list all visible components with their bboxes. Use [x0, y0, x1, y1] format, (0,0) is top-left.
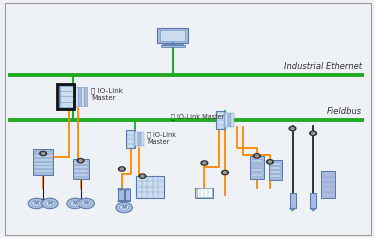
Bar: [59, 85, 75, 108]
Text: Ⓢ IO-Link
Master: Ⓢ IO-Link Master: [147, 131, 176, 145]
Bar: [34, 167, 53, 169]
Circle shape: [78, 198, 94, 209]
Ellipse shape: [124, 188, 130, 190]
Ellipse shape: [124, 200, 130, 202]
Bar: [270, 175, 281, 177]
Bar: [34, 170, 53, 172]
Circle shape: [291, 128, 294, 129]
Bar: [269, 160, 282, 180]
Bar: [195, 188, 213, 198]
Circle shape: [70, 201, 80, 206]
Bar: [217, 112, 224, 129]
Bar: [60, 86, 74, 107]
Bar: [135, 132, 138, 146]
Polygon shape: [290, 208, 296, 211]
Bar: [33, 149, 53, 175]
Bar: [157, 28, 188, 43]
Bar: [127, 131, 134, 148]
Bar: [310, 193, 316, 208]
Bar: [126, 130, 135, 148]
Bar: [138, 132, 141, 146]
Bar: [74, 162, 88, 164]
Circle shape: [42, 153, 45, 154]
Bar: [321, 171, 335, 198]
Text: Ⓢ IO-Link Master: Ⓢ IO-Link Master: [171, 113, 225, 120]
Bar: [290, 193, 296, 208]
Circle shape: [79, 160, 82, 162]
Circle shape: [267, 160, 273, 164]
Circle shape: [312, 132, 315, 134]
Bar: [34, 152, 53, 154]
Bar: [270, 171, 281, 173]
Bar: [34, 163, 53, 165]
Circle shape: [118, 167, 125, 171]
Bar: [34, 155, 53, 157]
Bar: [216, 111, 225, 129]
Bar: [160, 30, 185, 41]
Bar: [74, 174, 88, 176]
Bar: [124, 189, 130, 201]
Circle shape: [40, 151, 46, 156]
Bar: [34, 159, 53, 161]
Text: M: M: [122, 205, 127, 210]
Circle shape: [268, 161, 272, 163]
Circle shape: [201, 161, 208, 165]
Bar: [250, 157, 264, 179]
Circle shape: [67, 198, 83, 209]
Bar: [225, 113, 228, 127]
Bar: [270, 163, 281, 165]
Circle shape: [310, 131, 316, 135]
Bar: [136, 176, 164, 198]
Bar: [251, 160, 263, 162]
Ellipse shape: [118, 200, 124, 202]
Circle shape: [45, 201, 54, 206]
Bar: [75, 87, 78, 106]
Bar: [84, 87, 87, 106]
Circle shape: [224, 172, 226, 174]
Circle shape: [42, 198, 58, 209]
Ellipse shape: [118, 188, 124, 190]
Bar: [196, 188, 212, 197]
Circle shape: [289, 126, 296, 131]
Bar: [74, 170, 88, 172]
Circle shape: [139, 174, 146, 178]
Bar: [81, 87, 84, 106]
Bar: [78, 87, 81, 106]
Polygon shape: [310, 208, 316, 211]
Circle shape: [255, 155, 258, 157]
Text: Ⓢ IO-Link
Master: Ⓢ IO-Link Master: [91, 88, 123, 101]
Circle shape: [141, 175, 144, 177]
Circle shape: [203, 162, 206, 164]
Circle shape: [222, 170, 228, 175]
Text: M: M: [34, 201, 39, 206]
Bar: [231, 113, 234, 127]
Text: M: M: [47, 201, 53, 206]
Circle shape: [120, 205, 129, 210]
Circle shape: [32, 201, 41, 206]
Bar: [160, 45, 184, 47]
Bar: [57, 84, 74, 109]
Text: Fieldbus: Fieldbus: [327, 107, 362, 116]
Circle shape: [82, 201, 91, 206]
Bar: [74, 166, 88, 168]
Ellipse shape: [118, 188, 124, 190]
Bar: [73, 159, 88, 179]
Bar: [118, 189, 124, 201]
Circle shape: [28, 198, 45, 209]
Text: M: M: [72, 201, 78, 206]
Bar: [251, 174, 263, 176]
Bar: [141, 132, 144, 146]
Text: Industrial Ethernet: Industrial Ethernet: [284, 62, 362, 71]
Text: M: M: [84, 201, 89, 206]
Bar: [118, 189, 124, 201]
Bar: [251, 165, 263, 167]
Ellipse shape: [118, 200, 124, 202]
Bar: [251, 169, 263, 171]
Circle shape: [116, 202, 132, 213]
Bar: [228, 113, 231, 127]
Circle shape: [120, 168, 123, 170]
Circle shape: [77, 159, 84, 163]
Bar: [270, 167, 281, 169]
Circle shape: [254, 154, 260, 158]
